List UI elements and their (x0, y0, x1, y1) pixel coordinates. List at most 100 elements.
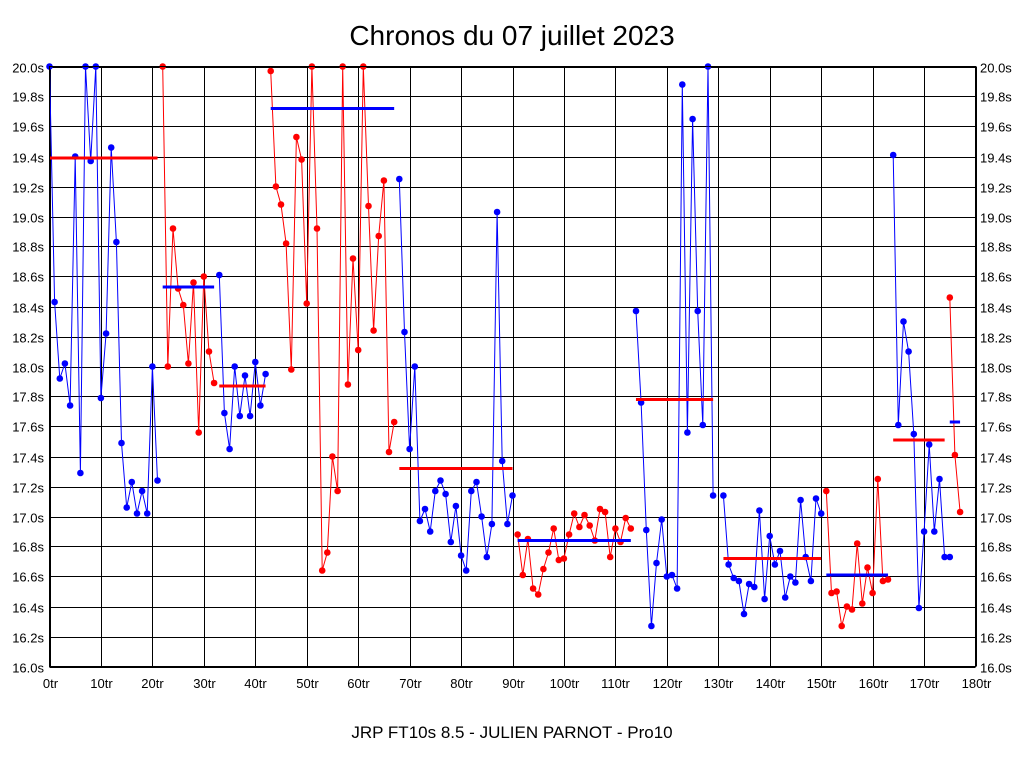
data-point (905, 348, 912, 355)
average-lines (49, 107, 961, 577)
series-line (162, 66, 215, 433)
data-point (210, 379, 218, 387)
data-point (123, 504, 130, 511)
data-point (390, 418, 398, 426)
series-line (825, 478, 889, 627)
x-tick-label: 10tr (90, 676, 113, 691)
data-point (236, 412, 244, 420)
data-point (673, 585, 681, 592)
data-point (946, 553, 954, 561)
x-tick-label: 180tr (962, 676, 992, 691)
y-tick-label-left: 19.8s (12, 90, 44, 105)
data-point (766, 532, 773, 540)
data-point (761, 595, 768, 603)
data-point (375, 232, 383, 240)
data-point (61, 360, 69, 367)
data-point (442, 490, 449, 498)
y-tick-label-right: 20.0s (980, 61, 1012, 76)
chart-title: Chronos du 07 juillet 2023 (349, 20, 674, 51)
y-tick-label-left: 16.4s (12, 601, 44, 616)
x-tick-label: 100tr (550, 676, 580, 691)
data-point (113, 238, 120, 246)
data-point (365, 202, 372, 210)
data-point (334, 487, 341, 495)
data-point (663, 573, 671, 580)
data-point (679, 81, 686, 88)
y-tick-label-left: 19.4s (12, 151, 44, 166)
data-point (288, 366, 295, 373)
data-point (344, 381, 352, 388)
series-line (270, 66, 395, 571)
data-point (756, 507, 763, 514)
data-point (498, 457, 506, 465)
y-tick-label-left: 17.0s (12, 511, 44, 526)
data-point (478, 513, 485, 520)
data-point (606, 553, 614, 561)
data-point (421, 505, 429, 513)
data-point (483, 553, 491, 561)
data-point (185, 360, 192, 367)
data-point (169, 225, 177, 232)
data-point (560, 555, 568, 562)
data-point (910, 430, 918, 438)
y-tick-label-right: 16.6s (980, 570, 1012, 585)
data-point (519, 571, 527, 579)
y-tick-label-left: 18.0s (12, 361, 44, 376)
data-point (771, 561, 779, 568)
series-line (517, 508, 632, 596)
y-tick-label-left: 19.6s (12, 120, 44, 135)
data-point (303, 300, 311, 307)
data-point (349, 255, 357, 262)
data-point (143, 510, 151, 517)
x-tick-label: 160tr (859, 676, 889, 691)
data-point (864, 564, 871, 571)
data-point (432, 487, 439, 495)
data-point (293, 133, 300, 141)
y-tick-label-right: 16.4s (980, 601, 1012, 616)
data-point (725, 561, 732, 568)
data-point (324, 549, 331, 556)
data-point (689, 115, 696, 123)
data-point (272, 183, 280, 190)
data-point (468, 487, 475, 495)
data-point (684, 429, 691, 436)
data-point (529, 585, 537, 592)
series-line (218, 274, 267, 450)
data-point (653, 559, 660, 567)
data-point (931, 528, 938, 535)
series-line (949, 297, 961, 513)
data-point (627, 525, 635, 532)
data-point (509, 492, 516, 499)
y-tick-label-left: 18.2s (12, 331, 44, 346)
x-tick-label: 60tr (347, 676, 370, 691)
data-point (231, 363, 238, 370)
y-axis-right: 16.0s 16.2s 16.4s 16.6s 16.8s 17.0s 17.2s 17.4s… (980, 61, 1012, 676)
data-point (869, 589, 876, 597)
x-tick-label: 30tr (193, 676, 216, 691)
y-tick-label-left: 16.6s (12, 570, 44, 585)
y-tick-label-right: 17.8s (980, 390, 1012, 405)
data-point (246, 412, 254, 420)
data-point (107, 144, 115, 151)
data-point (895, 421, 902, 429)
data-point (380, 177, 388, 184)
data-point (493, 208, 501, 216)
data-point (581, 511, 588, 519)
data-point (735, 577, 743, 585)
data-point (437, 477, 444, 484)
data-point (565, 531, 573, 538)
data-point (879, 577, 887, 585)
y-tick-label-right: 19.8s (980, 90, 1012, 105)
data-point (853, 540, 861, 547)
x-tick-label: 130tr (704, 676, 734, 691)
x-tick-label: 50tr (296, 676, 319, 691)
y-tick-label-right: 16.8s (980, 540, 1012, 555)
data-point (370, 327, 377, 334)
data-point (550, 525, 557, 532)
data-point (951, 451, 959, 459)
series-line (398, 178, 513, 571)
data-point (226, 445, 233, 453)
x-tick-label: 0tr (43, 676, 59, 691)
y-tick-label-right: 16.0s (980, 661, 1012, 676)
data-point (946, 294, 954, 301)
